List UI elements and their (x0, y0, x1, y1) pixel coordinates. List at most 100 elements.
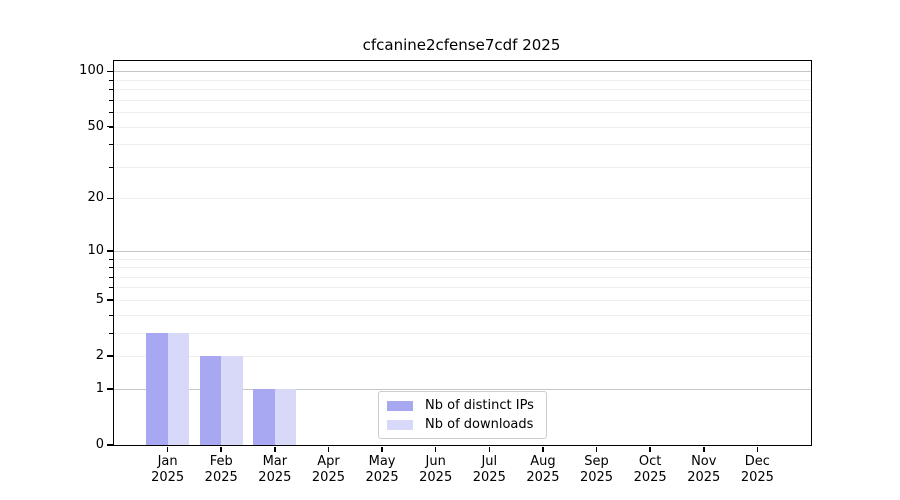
x-axis-tick (327, 446, 330, 452)
x-axis-tick-label: Sep 2025 (567, 454, 627, 485)
legend-label: Nb of downloads (425, 417, 534, 432)
y-axis-minor-tick (109, 99, 113, 101)
x-axis-tick (542, 446, 544, 452)
x-axis-tick-label-line: 2025 (472, 469, 506, 485)
minor-gridline (114, 287, 811, 289)
x-axis-tick-label: Oct 2025 (620, 454, 680, 485)
bar (167, 332, 190, 445)
minor-gridline (114, 112, 811, 114)
x-axis-tick-label-line: 2025 (740, 469, 774, 485)
y-axis-minor-tick (109, 299, 113, 301)
y-axis-minor-tick (109, 144, 113, 146)
legend-entry: Nb of distinct IPs (387, 397, 538, 414)
x-axis-tick (274, 446, 276, 452)
minor-gridline (114, 332, 811, 334)
major-gridline (114, 250, 811, 252)
y-axis-minor-tick (109, 276, 113, 278)
minor-gridline (114, 144, 811, 146)
x-axis-tick-label: Aug 2025 (513, 454, 573, 485)
y-axis-minor-tick (109, 126, 113, 128)
x-axis-tick-label-line: 2025 (365, 469, 399, 485)
x-axis-tick-label-line: Nov (691, 454, 717, 469)
x-axis-tick-label: Jun 2025 (406, 454, 466, 485)
x-axis-tick-label-line: 2025 (633, 469, 667, 485)
x-axis-tick (381, 446, 383, 452)
x-axis-tick-label-line: Mar (262, 454, 288, 469)
legend-label: Nb of distinct IPs (425, 398, 534, 413)
minor-gridline (114, 276, 811, 278)
x-axis-tick-label-line: Dec (744, 454, 770, 469)
x-axis-tick-label: Nov 2025 (674, 454, 734, 485)
bar (146, 332, 168, 445)
x-axis-tick (488, 446, 491, 452)
legend-entry: Nb of downloads (387, 416, 538, 433)
bar (199, 356, 222, 445)
x-axis-tick-label-line: 2025 (526, 469, 560, 485)
minor-gridline (114, 299, 811, 301)
bar (221, 356, 243, 445)
minor-gridline (114, 166, 811, 168)
y-axis-minor-tick (109, 89, 113, 91)
x-axis-tick-label-line: May (368, 454, 396, 469)
y-axis-tick-label: 20 (87, 190, 104, 206)
minor-gridline (114, 79, 811, 81)
x-axis-tick (756, 446, 759, 452)
major-gridline (114, 388, 811, 390)
x-axis-tick-label-line: 2025 (419, 469, 453, 485)
y-axis-minor-tick (109, 258, 113, 260)
x-axis-tick (595, 446, 598, 452)
y-axis-tick-label: 0 (95, 437, 104, 452)
x-axis-tick-label: Mar 2025 (245, 454, 305, 485)
minor-gridline (114, 258, 811, 260)
y-axis-tick-label: 10 (87, 242, 104, 258)
major-gridline (114, 71, 811, 73)
minor-gridline (114, 356, 811, 358)
y-axis-minor-tick (109, 332, 113, 334)
y-axis-minor-tick (109, 287, 113, 289)
x-axis-tick-label-line: 2025 (258, 469, 292, 485)
y-axis-minor-tick (109, 79, 113, 81)
y-axis-tick-label: 1 (95, 380, 104, 396)
minor-gridline (114, 126, 811, 128)
legend-swatch (387, 419, 413, 430)
x-axis-tick (434, 446, 437, 452)
x-axis-tick-label: May 2025 (352, 454, 412, 485)
x-axis-tick-label-line: Oct (638, 454, 662, 469)
x-axis-tick-label-line: Feb (209, 454, 233, 469)
y-axis-minor-tick (109, 356, 113, 358)
chart-title: cfcanine2cfense7cdf 2025 (362, 36, 561, 54)
y-axis-tick (106, 250, 113, 252)
minor-gridline (114, 267, 811, 269)
y-axis-minor-tick (109, 314, 113, 316)
plot-area: 100 50 20 10 5 2 1 0 Jan 2025 Feb 2025 Mar 2025 Apr 202… (79, 60, 812, 485)
y-axis-tick-label: 2 (95, 348, 104, 364)
x-axis-tick-label: Apr 2025 (298, 454, 358, 485)
x-axis-tick-label: Feb 2025 (191, 454, 251, 485)
x-axis-tick-label-line: 2025 (151, 469, 185, 485)
x-axis-tick-label-line: Apr (317, 454, 340, 469)
y-axis-tick-label: 5 (95, 291, 104, 307)
x-axis-tick-label-line: Sep (584, 454, 609, 469)
y-axis-minor-tick (109, 198, 113, 200)
minor-gridline (114, 89, 811, 91)
y-axis-minor-tick (109, 166, 113, 168)
minor-gridline (114, 314, 811, 316)
y-axis-tick (106, 70, 113, 73)
y-axis-minor-tick (109, 267, 113, 269)
legend: Nb of distinct IPs Nb of downloads (378, 391, 547, 439)
legend-swatch (387, 400, 413, 411)
x-axis-tick-label-line: 2025 (311, 469, 345, 485)
x-axis-tick (703, 446, 705, 452)
x-axis-tick (649, 446, 651, 452)
y-axis-tick-label: 50 (87, 118, 104, 134)
y-axis-tick (106, 444, 113, 446)
x-axis-tick-label-line: Jun (425, 454, 446, 469)
x-axis-tick (220, 446, 222, 452)
x-axis-tick-label-line: Aug (530, 454, 556, 469)
x-axis-tick-label-line: 2025 (687, 469, 721, 485)
minor-gridline (114, 99, 811, 101)
bar (274, 388, 297, 445)
x-axis-tick-label-line: 2025 (579, 469, 614, 485)
x-axis-tick-label: Jul 2025 (459, 454, 519, 485)
